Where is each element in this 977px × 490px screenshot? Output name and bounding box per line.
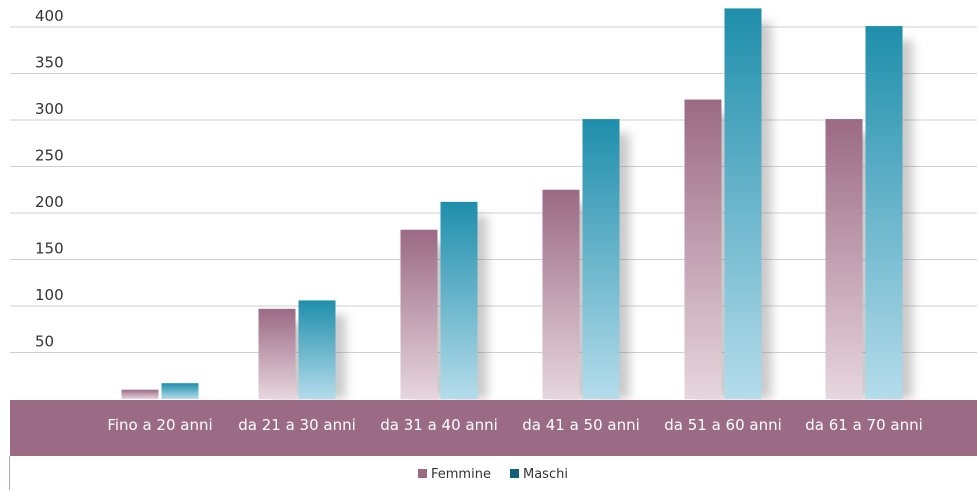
x-tick-label: da 41 a 50 anni <box>522 416 640 434</box>
bar-femmine <box>542 189 580 399</box>
bar-maschi <box>865 26 903 399</box>
legend-frame-left <box>9 456 10 490</box>
y-tick-label: 350 <box>35 54 64 72</box>
x-tick-label: da 21 a 30 anni <box>238 416 356 434</box>
gridlines <box>10 26 977 353</box>
bar-maschi <box>582 119 620 399</box>
x-tick-label: da 31 a 40 anni <box>380 416 498 434</box>
bar-femmine <box>400 229 438 399</box>
y-tick-label: 50 <box>35 333 54 351</box>
y-tick-label: 250 <box>35 147 64 165</box>
legend: Femmine Maschi <box>418 467 568 482</box>
bar-femmine <box>825 119 863 399</box>
category-band <box>10 400 977 456</box>
y-tick-label: 200 <box>35 193 64 211</box>
legend-label: Maschi <box>523 467 568 482</box>
category-labels: Fino a 20 anni da 21 a 30 anni da 31 a 40 … <box>107 416 922 434</box>
bar-maschi <box>440 201 478 399</box>
x-tick-label: da 51 a 60 anni <box>664 416 782 434</box>
bar-femmine <box>684 99 722 399</box>
bar-femmine <box>121 389 159 399</box>
bar-maschi <box>298 300 336 399</box>
y-axis-ticks: 50 100 150 200 250 300 350 400 <box>35 7 64 351</box>
bar-femmine <box>258 308 296 399</box>
legend-swatch <box>418 469 427 478</box>
legend-swatch <box>510 469 519 478</box>
bar-maschi <box>724 8 762 400</box>
x-tick-label: Fino a 20 anni <box>107 416 212 434</box>
y-tick-label: 400 <box>35 7 64 25</box>
legend-label: Femmine <box>431 467 491 482</box>
y-tick-label: 100 <box>35 286 64 304</box>
y-tick-label: 150 <box>35 240 64 258</box>
y-tick-label: 300 <box>35 100 64 118</box>
bar-maschi <box>161 383 199 399</box>
bars <box>121 8 903 400</box>
x-tick-label: da 61 a 70 anni <box>805 416 923 434</box>
